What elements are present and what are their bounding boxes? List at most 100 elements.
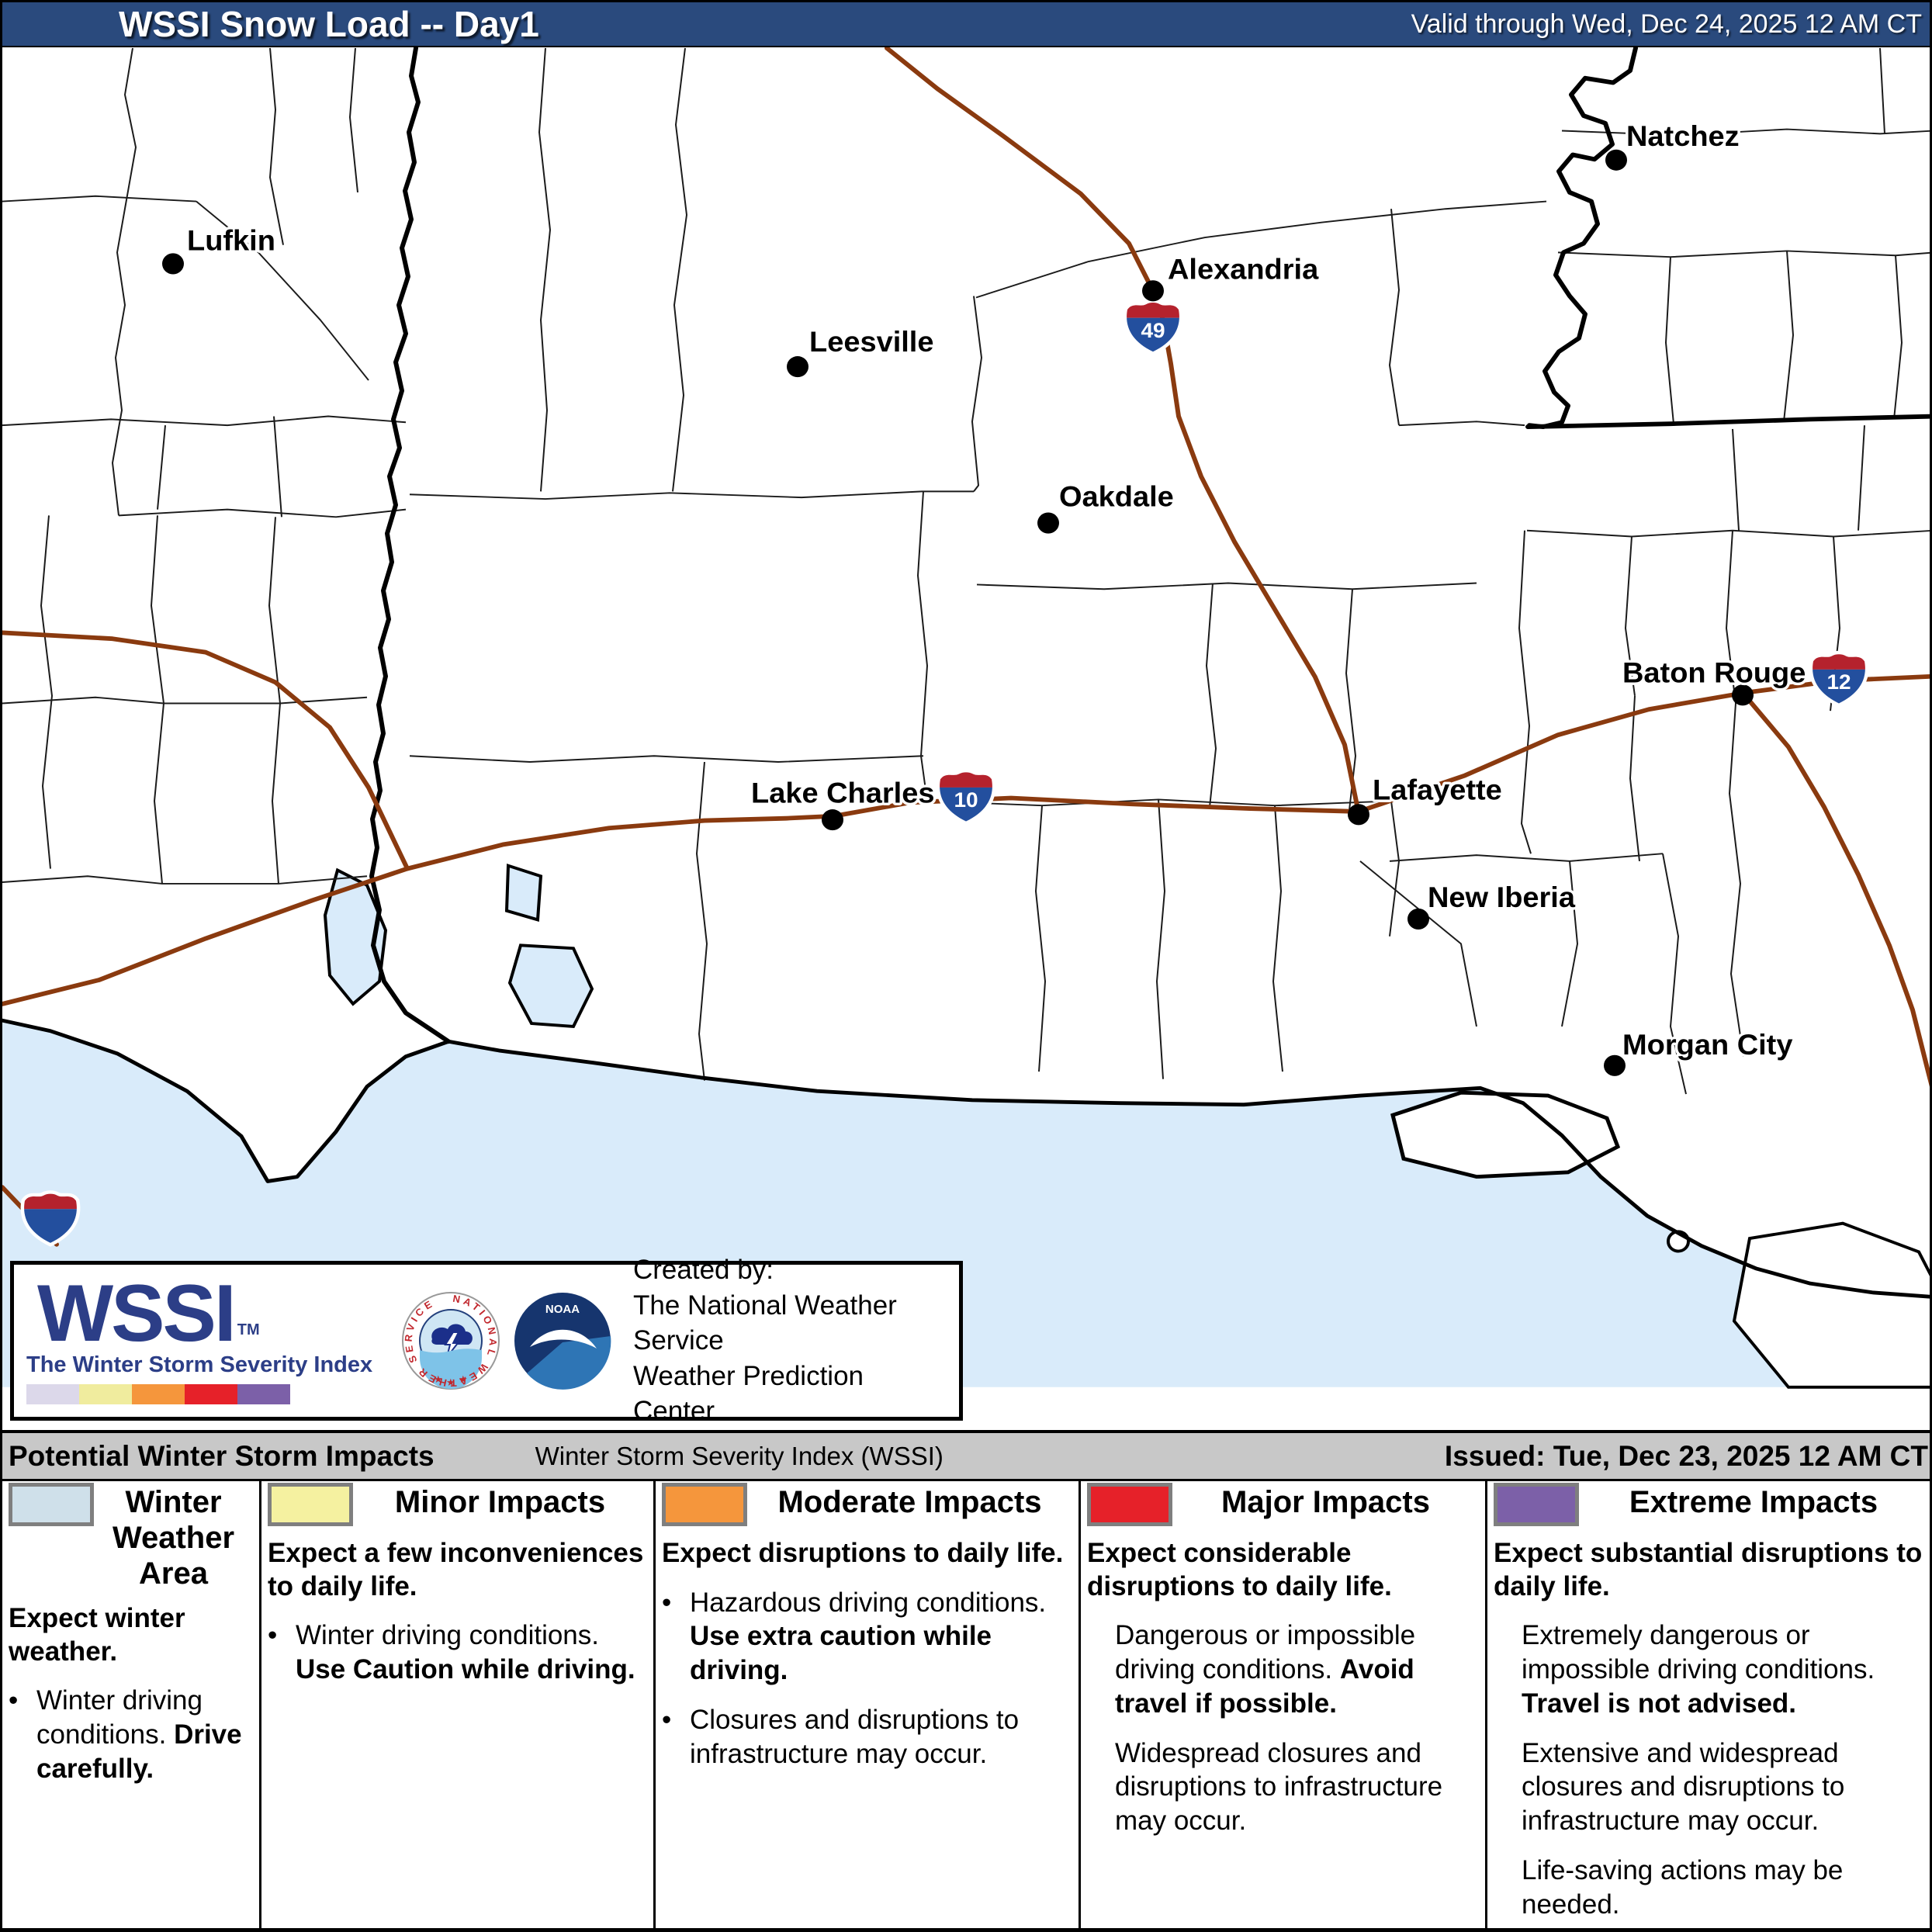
shield-number: 10: [954, 788, 978, 812]
ramp-swatch: [132, 1384, 185, 1405]
city-label: Lafayette: [1373, 774, 1502, 805]
legend-item-text: Winter driving conditions. Use Caution w…: [296, 1620, 635, 1685]
county-boundaries: [2, 47, 1930, 1095]
shield-number: 49: [1141, 318, 1165, 341]
bullet-point: •: [9, 1685, 19, 1716]
legend-color-swatch: [9, 1483, 94, 1526]
legend-intro: Expect disruptions to daily life.: [662, 1538, 1064, 1568]
city-markers: Lufkin Leesville Oakdale Alexandria Natchez B…: [162, 117, 1809, 1076]
legend-column-extreme-impacts: Extreme Impacts Expect substantial disrup…: [1485, 1481, 1930, 1928]
city-marker-lafayette: Lafayette: [1348, 771, 1504, 826]
city-label: Leesville: [809, 326, 933, 358]
created-by-line: The National Weather Service: [633, 1290, 897, 1356]
city-marker-oakdale: Oakdale: [1037, 478, 1176, 534]
legend-color-swatch: [1494, 1483, 1579, 1526]
legend-item: Extremely dangerous or impossible drivin…: [1494, 1619, 1928, 1720]
legend-color-swatch: [1087, 1483, 1172, 1526]
page-title: WSSI Snow Load -- Day1: [119, 4, 539, 44]
legend-item: Dangerous or impossible driving conditio…: [1087, 1619, 1479, 1720]
trademark-symbol: TM: [237, 1321, 260, 1338]
city-marker-leesville: Leesville: [787, 323, 937, 378]
city-marker-alexandria: Alexandria: [1142, 250, 1322, 302]
legend-color-swatch: [268, 1483, 353, 1526]
legend-item-text: Extremely dangerous or impossible drivin…: [1522, 1620, 1875, 1719]
legend-title: Moderate Impacts: [777, 1485, 1042, 1519]
coastal-islands: [1390, 1090, 1930, 1389]
sabine-lake: [323, 867, 388, 1006]
bullet-point: •: [662, 1587, 672, 1618]
legend-title: Minor Impacts: [394, 1485, 606, 1519]
city-label: Lake Charles: [751, 777, 934, 808]
state-line-31n: [1525, 414, 1930, 429]
legend-header-extreme-impacts: Extreme Impacts: [1494, 1483, 1928, 1526]
city-dot: [1605, 149, 1627, 171]
city-dot: [1732, 684, 1754, 706]
national-weather-service-logo: NATIONAL WEATHER SERVICE ★ ★ ★: [402, 1292, 500, 1390]
ramp-swatch: [79, 1384, 132, 1405]
impacts-bar-subtitle: Winter Storm Severity Index (WSSI): [535, 1441, 943, 1470]
svg-text:NOAA: NOAA: [545, 1303, 580, 1316]
delta-land: [1732, 1221, 1930, 1389]
impacts-bar-title: Potential Winter Storm Impacts: [9, 1439, 435, 1472]
us-190-road: [2, 630, 410, 871]
interstate-10-road: [2, 673, 1930, 1006]
legend-item: • Winter driving conditions. Drive carefu…: [9, 1684, 253, 1785]
legend-header-winter-weather-area: Winter Weather Area: [9, 1483, 253, 1591]
city-marker-new-iberia: New Iberia: [1407, 878, 1579, 930]
legend-intro: Expect substantial disruptions to daily …: [1494, 1538, 1923, 1601]
legend-item: Extensive and widespread closures and di…: [1494, 1736, 1928, 1838]
impacts-legend: Winter Weather Area Expect winter weather…: [2, 1481, 1930, 1930]
valid-through-label: Valid through Wed, Dec 24, 2025 12 AM CT: [1411, 9, 1922, 39]
legend-item: • Closures and disruptions to infrastruct…: [662, 1703, 1072, 1771]
bullet-point: •: [268, 1620, 278, 1651]
svg-text:★: ★: [434, 1373, 443, 1385]
city-marker-baton-rouge: Baton Rouge: [1620, 653, 1809, 706]
legend-item-text: Extensive and widespread closures and di…: [1522, 1737, 1845, 1837]
legend-header-moderate-impacts: Moderate Impacts: [662, 1483, 1072, 1526]
issued-timestamp: Issued: Tue, Dec 23, 2025 12 AM CT: [1444, 1439, 1928, 1472]
legend-item-text: Closures and disruptions to infrastructu…: [690, 1704, 1020, 1769]
wssi-tagline: The Winter Storm Severity Index: [26, 1352, 373, 1378]
interstate-highways: [2, 47, 1930, 1247]
wssi-credit-box: WSSI TM The Winter Storm Severity Index N…: [10, 1255, 963, 1426]
legend-item-text: Hazardous driving conditions. Use extra …: [690, 1587, 1047, 1686]
city-dot: [1142, 280, 1164, 302]
created-by-credit: Created by: The National Weather Service…: [633, 1252, 948, 1429]
bullet-point: •: [662, 1704, 672, 1735]
city-label: Morgan City: [1622, 1028, 1793, 1060]
legend-column-major-impacts: Major Impacts Expect considerable disrupt…: [1079, 1481, 1485, 1928]
legend-intro: Expect considerable disruptions to daily…: [1087, 1538, 1392, 1601]
city-label: Lufkin: [187, 224, 275, 256]
city-label: New Iberia: [1428, 881, 1576, 912]
legend-color-swatch: [662, 1483, 747, 1526]
impacts-title-bar: Potential Winter Storm Impacts Winter St…: [2, 1430, 1930, 1481]
coastline: [2, 1018, 1930, 1299]
legend-item-text: Dangerous or impossible driving conditio…: [1115, 1620, 1416, 1719]
title-bar: WSSI Snow Load -- Day1 Valid through Wed…: [2, 2, 1930, 47]
wssi-wordmark: WSSI TM: [37, 1268, 260, 1359]
svg-text:★: ★: [459, 1373, 468, 1385]
small-lake: [504, 864, 543, 922]
calcasieu-lake: [507, 943, 594, 1028]
interstate-10-east-branch: [1744, 694, 1930, 1087]
wssi-logo: WSSI TM The Winter Storm Severity Index: [25, 1268, 390, 1405]
mississippi-river-border: [1527, 47, 1638, 429]
interstate-49-road: [885, 47, 1361, 815]
legend-title: Major Impacts: [1221, 1485, 1430, 1519]
city-dot: [1407, 908, 1429, 930]
weather-impact-map[interactable]: 49 10 12 Lufkin Leesville Oakdale Alexandria N…: [2, 47, 1932, 1430]
legend-item-text: Widespread closures and disruptions to i…: [1115, 1737, 1443, 1837]
city-label: Natchez: [1626, 119, 1740, 151]
legend-intro: Expect a few inconveniences to daily lif…: [268, 1538, 644, 1601]
city-dot: [1037, 512, 1059, 534]
city-dot: [1604, 1054, 1626, 1076]
marsh-island: [1390, 1090, 1621, 1179]
legend-column-winter-weather-area: Winter Weather Area Expect winter weather…: [2, 1481, 259, 1928]
created-by-line: Created by:: [633, 1255, 774, 1286]
city-label: Alexandria: [1168, 253, 1319, 285]
city-marker-natchez: Natchez: [1605, 117, 1742, 171]
city-label: Baton Rouge: [1622, 656, 1806, 688]
city-label: Oakdale: [1059, 480, 1174, 512]
legend-item: • Hazardous driving conditions. Use extra…: [662, 1586, 1072, 1688]
